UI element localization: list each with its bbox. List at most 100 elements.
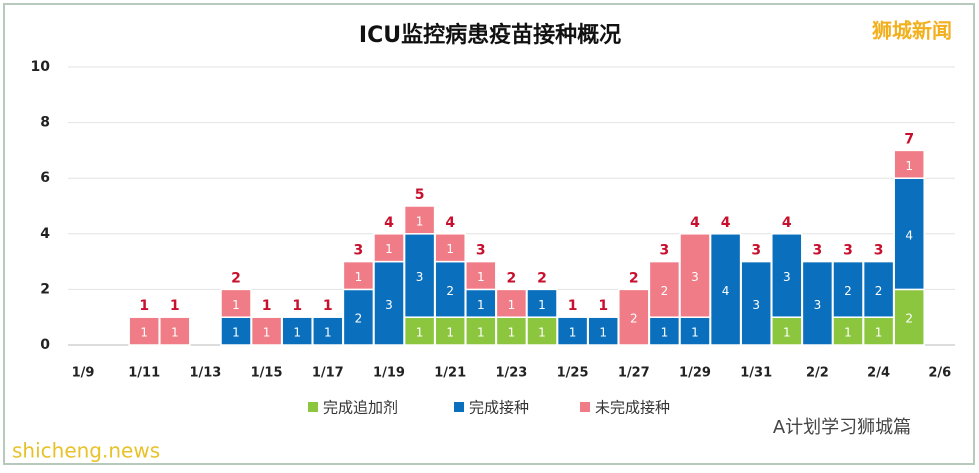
total-label: 3 bbox=[751, 243, 761, 259]
segment-label: 1 bbox=[263, 326, 271, 340]
segment-label: 1 bbox=[599, 326, 607, 340]
segment-label: 1 bbox=[355, 270, 363, 284]
segment-label: 1 bbox=[569, 326, 577, 340]
total-label: 4 bbox=[721, 215, 731, 231]
x-tick-label: 1/31 bbox=[740, 366, 772, 381]
segment-label: 1 bbox=[844, 326, 852, 340]
segment-label: 2 bbox=[844, 284, 852, 298]
segment-label: 1 bbox=[446, 326, 454, 340]
x-tick-label: 2/6 bbox=[928, 366, 951, 381]
chart-title: ICU监控病患疫苗接种概况 bbox=[359, 22, 621, 48]
bar-segment bbox=[771, 233, 803, 318]
total-label: 1 bbox=[262, 298, 272, 314]
segment-label: 1 bbox=[477, 326, 485, 340]
segment-label: 1 bbox=[661, 326, 669, 340]
x-tick-label: 1/23 bbox=[495, 366, 527, 381]
bar-segment bbox=[893, 149, 925, 179]
segment-label: 4 bbox=[905, 228, 913, 242]
bar-segment bbox=[220, 288, 252, 318]
legend-label: 未完成接种 bbox=[595, 399, 670, 417]
segment-label: 2 bbox=[630, 312, 638, 326]
bar-segment bbox=[403, 205, 436, 235]
bar-segment bbox=[403, 233, 436, 318]
segment-label: 1 bbox=[232, 326, 240, 340]
bar-segment bbox=[862, 316, 895, 346]
x-tick-label: 1/11 bbox=[128, 366, 160, 381]
total-label: 3 bbox=[476, 243, 486, 259]
y-tick-label: 6 bbox=[40, 170, 50, 186]
bar-segment bbox=[312, 316, 344, 346]
segment-label: 1 bbox=[783, 326, 791, 340]
segment-label: 1 bbox=[140, 326, 148, 340]
y-tick-label: 10 bbox=[31, 59, 51, 75]
bar-segment bbox=[465, 260, 497, 291]
bar-segment bbox=[373, 233, 405, 263]
total-label: 2 bbox=[629, 270, 639, 286]
segment-label: 1 bbox=[538, 326, 546, 340]
x-tick-label: 2/4 bbox=[867, 366, 890, 381]
total-label: 3 bbox=[843, 243, 853, 259]
total-label: 3 bbox=[354, 243, 364, 259]
segment-label: 1 bbox=[477, 270, 485, 284]
bar-segment bbox=[250, 316, 283, 346]
total-label: 3 bbox=[660, 243, 670, 259]
segment-label: 4 bbox=[722, 284, 730, 298]
total-label: 1 bbox=[139, 298, 149, 314]
segment-label: 1 bbox=[385, 242, 393, 256]
segment-label: 1 bbox=[477, 298, 485, 312]
total-label: 2 bbox=[537, 270, 547, 286]
segment-label: 1 bbox=[691, 326, 699, 340]
y-tick-label: 4 bbox=[40, 226, 50, 242]
bar-segment bbox=[648, 316, 681, 346]
bar-segment bbox=[771, 316, 803, 346]
total-label: 4 bbox=[782, 215, 792, 231]
segment-label: 1 bbox=[508, 326, 516, 340]
segment-label: 3 bbox=[783, 270, 791, 284]
y-tick-label: 8 bbox=[40, 115, 50, 131]
watermark: 狮城新闻 bbox=[872, 19, 952, 43]
segment-label: 1 bbox=[293, 326, 301, 340]
total-label: 4 bbox=[384, 215, 394, 231]
segment-label: 2 bbox=[905, 312, 913, 326]
total-label: 7 bbox=[904, 131, 914, 147]
x-tick-label: 1/17 bbox=[312, 366, 344, 381]
bar-segment bbox=[495, 288, 528, 318]
bar-segment bbox=[679, 316, 711, 346]
segment-label: 3 bbox=[691, 270, 699, 284]
bar-segment bbox=[832, 316, 864, 346]
bar-segment bbox=[373, 260, 405, 346]
segment-label: 1 bbox=[875, 326, 883, 340]
total-label: 1 bbox=[170, 298, 180, 314]
total-label: 4 bbox=[690, 215, 700, 231]
bar-segment bbox=[434, 233, 466, 263]
bar-segment bbox=[159, 316, 191, 346]
segment-label: 2 bbox=[446, 284, 454, 298]
bar-segment bbox=[709, 233, 742, 346]
total-label: 2 bbox=[507, 270, 517, 286]
total-label: 1 bbox=[292, 298, 302, 314]
legend-swatch bbox=[580, 402, 590, 412]
x-tick-label: 1/19 bbox=[373, 366, 405, 381]
y-tick-label: 0 bbox=[40, 337, 50, 353]
x-tick-label: 1/13 bbox=[189, 366, 221, 381]
segment-label: 1 bbox=[905, 159, 913, 173]
segment-label: 3 bbox=[814, 298, 822, 312]
bar-segment bbox=[587, 316, 619, 346]
segment-label: 3 bbox=[385, 298, 393, 312]
legend-swatch bbox=[308, 402, 318, 412]
bar-segment bbox=[403, 316, 436, 346]
bar-segment bbox=[526, 288, 558, 318]
bar-segment bbox=[893, 177, 925, 291]
total-label: 1 bbox=[323, 298, 333, 314]
bar-segment bbox=[679, 233, 711, 318]
total-label: 1 bbox=[568, 298, 578, 314]
x-tick-label: 1/21 bbox=[434, 366, 466, 381]
legend-label: 完成接种 bbox=[469, 399, 529, 417]
y-tick-label: 2 bbox=[40, 281, 50, 297]
segment-label: 1 bbox=[324, 326, 332, 340]
x-tick-label: 1/27 bbox=[618, 366, 650, 381]
segment-label: 1 bbox=[232, 298, 240, 312]
segment-label: 2 bbox=[355, 312, 363, 326]
legend-swatch bbox=[454, 402, 464, 412]
bar-segment bbox=[862, 260, 895, 318]
